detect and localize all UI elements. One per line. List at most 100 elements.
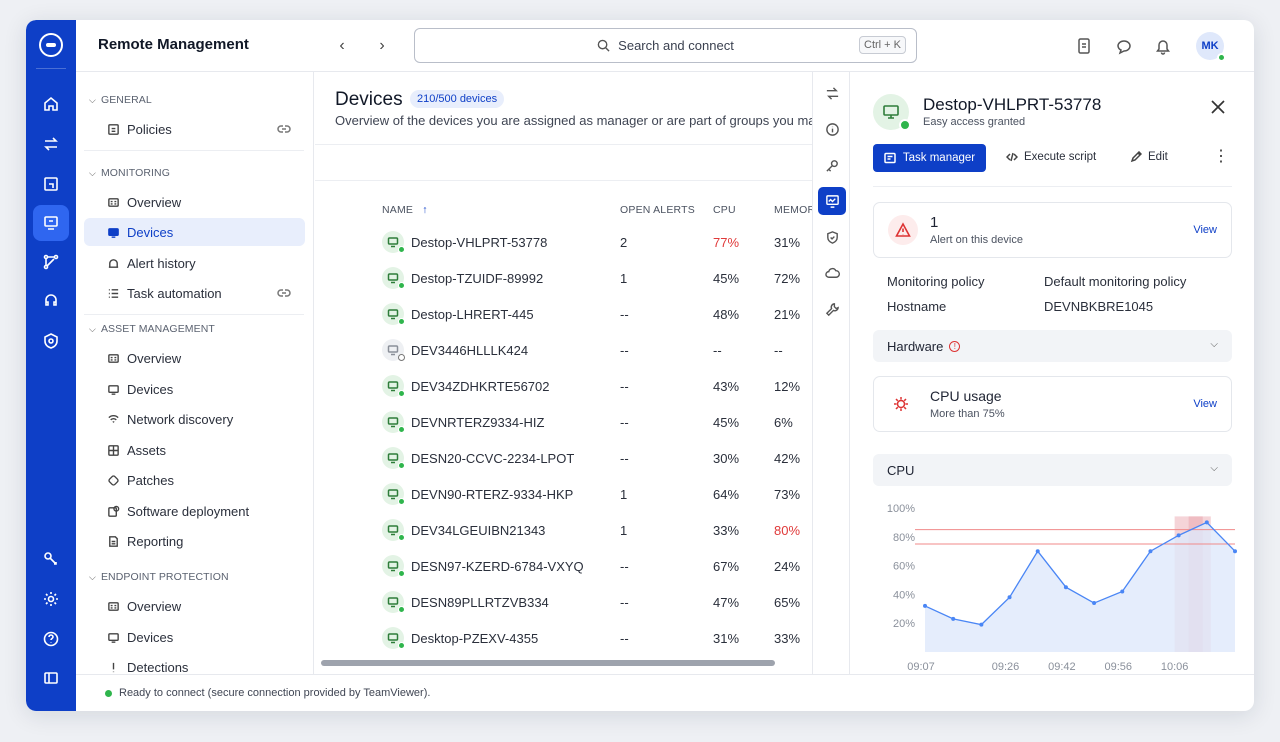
table-row[interactable]: DEVN90-RTERZ-9334-HKP 1 64% 73% (315, 477, 812, 513)
status-text: Ready to connect (secure connection prov… (119, 687, 431, 699)
transfer-icon[interactable] (818, 79, 846, 107)
task-manager-button[interactable]: Task manager (873, 144, 986, 172)
sidebar-item-assets[interactable]: Assets (84, 436, 305, 464)
sidebar-item-asset-overview[interactable]: Overview (84, 344, 305, 372)
sidebar-section-asset-management[interactable]: ⌵ ASSET MANAGEMENT (89, 323, 215, 335)
security-icon[interactable] (33, 323, 69, 359)
search-input[interactable]: Search and connect Ctrl + K (414, 28, 917, 63)
remote-session-icon[interactable] (33, 166, 69, 202)
device-name[interactable]: DEV34ZDHKRTE56702 (411, 379, 550, 394)
forward-chevron-icon[interactable]: › (379, 37, 385, 54)
sidebar-item-monitoring-devices[interactable]: Devices (84, 218, 305, 246)
remote-management-icon[interactable] (33, 205, 69, 241)
sidebar-item-alert-history[interactable]: Alert history (84, 249, 305, 277)
code-icon (1006, 152, 1018, 162)
wrench-icon[interactable] (818, 295, 846, 323)
sidebar-item-reporting[interactable]: Reporting (84, 527, 305, 555)
help-icon[interactable] (33, 621, 69, 657)
device-name[interactable]: DESN89PLLRTZVB334 (411, 595, 549, 610)
sidebar-section-endpoint-protection[interactable]: ⌵ ENDPOINT PROTECTION (89, 571, 229, 583)
edit-button[interactable]: Edit (1130, 151, 1168, 163)
sidebar-item-network-discovery[interactable]: Network discovery (84, 405, 305, 433)
teamviewer-logo-icon[interactable] (39, 33, 63, 57)
link-icon[interactable] (277, 286, 291, 303)
alert-view-link[interactable]: View (1193, 224, 1217, 236)
table-row[interactable]: DEV3446HLLLK424 -- -- -- (315, 333, 812, 369)
device-memory: 73% (774, 487, 801, 502)
sidebar-item-endpoint-overview[interactable]: Overview (84, 592, 305, 620)
device-name[interactable]: DESN97-KZERD-6784-VXYQ (411, 559, 584, 574)
device-name[interactable]: Destop-LHRERT-445 (411, 307, 534, 322)
table-row[interactable]: DESN97-KZERD-6784-VXYQ -- 67% 24% (315, 549, 812, 585)
device-name[interactable]: DEVN90-RTERZ-9334-HKP (411, 487, 574, 502)
column-header-open-alerts[interactable]: OPEN ALERTS (620, 204, 695, 216)
monitoring-icon[interactable] (818, 187, 846, 215)
chevron-up-icon: ⌵ (1210, 463, 1218, 474)
sort-ascending-icon[interactable]: ↑ (422, 204, 428, 216)
sidebar-item-label: Software deployment (127, 503, 250, 519)
sidebar-item-monitoring-overview[interactable]: Overview (84, 188, 305, 216)
sidebar-item-label: Detections (127, 659, 189, 675)
table-row[interactable]: DESN89PLLRTZVB334 -- 47% 65% (315, 585, 812, 621)
bell-icon[interactable] (1154, 37, 1172, 55)
cpu-accordion[interactable]: CPU ⌵ (873, 454, 1232, 486)
sidebar-item-endpoint-devices[interactable]: Devices (84, 623, 305, 651)
table-row[interactable]: DEV34ZDHKRTE56702 -- 43% 12% (315, 369, 812, 405)
cpu-view-link[interactable]: View (1193, 398, 1217, 410)
device-name[interactable]: DEVNRTERZ9334-HIZ (411, 415, 545, 430)
transfer-icon[interactable] (33, 126, 69, 162)
hardware-accordion[interactable]: Hardware! ⌵ (873, 330, 1232, 362)
device-subtitle: Easy access granted (923, 116, 1026, 128)
chat-icon[interactable] (1115, 37, 1133, 55)
sidebar-item-software-deployment[interactable]: Software deployment (84, 497, 305, 525)
info-icon[interactable] (818, 115, 846, 143)
device-name[interactable]: DEV3446HLLLK424 (411, 343, 529, 358)
table-row[interactable]: DEVNRTERZ9334-HIZ -- 45% 6% (315, 405, 812, 441)
support-icon[interactable] (33, 283, 69, 319)
user-avatar[interactable]: MK (1196, 32, 1226, 62)
sidebar-item-patches[interactable]: Patches (84, 466, 305, 494)
device-name[interactable]: Desktop-PZEXV-4355 (411, 631, 539, 646)
back-chevron-icon[interactable]: ‹ (339, 37, 345, 54)
collapse-panel-icon[interactable] (33, 660, 69, 696)
sidebar-section-general[interactable]: ⌵ GENERAL (89, 94, 152, 106)
table-row[interactable]: DESN20-CCVC-2234-LPOT -- 30% 42% (315, 441, 812, 477)
device-name[interactable]: DESN20-CCVC-2234-LPOT (411, 451, 575, 466)
more-options-icon[interactable]: ⋮ (1213, 148, 1229, 165)
table-row[interactable]: Destop-TZUIDF-89992 1 45% 72% (315, 261, 812, 297)
table-row[interactable]: Desktop-PZEXV-4355 -- 31% 33% (315, 621, 812, 657)
sidebar-item-detections[interactable]: Detections (84, 653, 305, 674)
device-name[interactable]: DEV34LGEUIBN21343 (411, 523, 546, 538)
sidebar-item-policies[interactable]: Policies (84, 115, 305, 143)
table-row[interactable]: Destop-LHRERT-445 -- 48% 21% (315, 297, 812, 333)
device-name[interactable]: Destop-VHLPRT-53778 (411, 235, 548, 250)
sidebar-item-task-automation[interactable]: Task automation (84, 279, 305, 307)
column-header-memory[interactable]: MEMOR (774, 204, 812, 216)
key-icon[interactable] (818, 151, 846, 179)
integrations-icon[interactable] (33, 541, 69, 577)
chart-x-tick-label: 09:56 (1105, 661, 1133, 673)
close-icon[interactable] (1209, 98, 1227, 116)
link-icon[interactable] (277, 122, 291, 139)
cloud-icon[interactable] (818, 259, 846, 287)
device-name[interactable]: Destop-TZUIDF-89992 (411, 271, 544, 286)
device-icon[interactable] (1075, 37, 1093, 55)
horizontal-scrollbar[interactable] (321, 660, 775, 666)
shield-icon[interactable] (818, 223, 846, 251)
sidebar-section-monitoring[interactable]: ⌵ MONITORING (89, 167, 170, 179)
sidebar-item-label: Overview (127, 194, 182, 210)
workflow-icon[interactable] (33, 244, 69, 280)
table-row[interactable]: DEV34LGEUIBN21343 1 33% 80% (315, 513, 812, 549)
table-row[interactable]: Destop-VHLPRT-53778 2 77% 31% (315, 225, 812, 261)
device-memory: 33% (774, 631, 801, 646)
column-header-name[interactable]: NAME ↑ (382, 204, 428, 216)
column-header-cpu[interactable]: CPU (713, 204, 736, 216)
top-header: Remote Management ‹ › Search and connect… (76, 20, 1254, 72)
task-manager-icon (884, 152, 896, 164)
sidebar-item-asset-devices[interactable]: Devices (84, 375, 305, 403)
home-icon[interactable] (33, 86, 69, 122)
sidebar-item-label: Patches (127, 472, 174, 488)
overview-icon (106, 195, 120, 209)
settings-gear-icon[interactable] (33, 581, 69, 617)
execute-script-button[interactable]: Execute script (1006, 151, 1096, 163)
